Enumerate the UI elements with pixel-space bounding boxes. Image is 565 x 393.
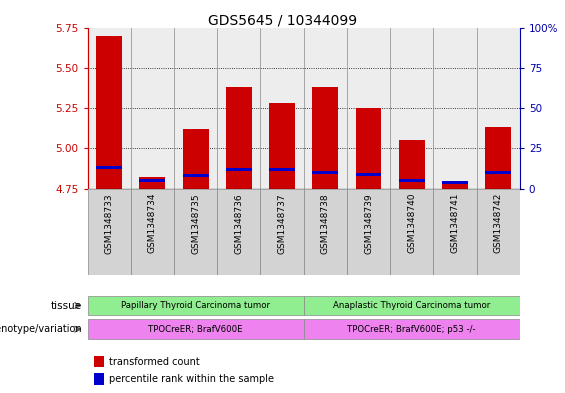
Text: GSM1348735: GSM1348735 [191, 193, 200, 253]
Bar [304, 28, 347, 189]
Text: Papillary Thyroid Carcinoma tumor: Papillary Thyroid Carcinoma tumor [121, 301, 270, 310]
Bar [304, 320, 520, 339]
Bar [355, 173, 381, 176]
Text: GSM1348742: GSM1348742 [494, 193, 503, 253]
Bar [96, 166, 122, 169]
Bar [182, 129, 208, 189]
Bar [269, 168, 295, 171]
Bar [174, 28, 217, 189]
Bar [477, 28, 520, 189]
Bar [304, 189, 347, 275]
Text: tissue: tissue [51, 301, 82, 310]
Bar [399, 179, 425, 182]
Bar [226, 168, 252, 171]
Text: genotype/variation: genotype/variation [0, 324, 82, 334]
Bar [140, 177, 166, 189]
Bar [174, 189, 217, 275]
Bar [96, 35, 122, 189]
Bar [433, 189, 477, 275]
Text: GSM1348733: GSM1348733 [105, 193, 114, 253]
Bar [312, 87, 338, 189]
Bar [94, 373, 104, 385]
Bar [88, 28, 131, 189]
Text: GSM1348739: GSM1348739 [364, 193, 373, 253]
Bar [260, 28, 304, 189]
Bar [218, 189, 260, 275]
Bar [399, 140, 425, 189]
Bar [94, 356, 104, 367]
Bar [312, 171, 338, 174]
Text: percentile rank within the sample: percentile rank within the sample [108, 374, 274, 384]
Bar [347, 28, 390, 189]
Bar [485, 127, 511, 189]
Bar [260, 189, 304, 275]
Text: GSM1348740: GSM1348740 [407, 193, 416, 253]
Bar [390, 28, 433, 189]
Bar [390, 189, 433, 275]
Text: TPOCreER; BrafV600E; p53 -/-: TPOCreER; BrafV600E; p53 -/- [347, 325, 476, 334]
Bar [347, 189, 390, 275]
Bar [269, 103, 295, 189]
Bar [304, 296, 520, 315]
Bar [131, 28, 174, 189]
Text: GSM1348738: GSM1348738 [321, 193, 330, 253]
Bar [477, 189, 520, 275]
Bar [88, 320, 304, 339]
Bar [182, 174, 208, 177]
Bar [140, 179, 166, 182]
Text: GSM1348737: GSM1348737 [277, 193, 286, 253]
Text: Anaplastic Thyroid Carcinoma tumor: Anaplastic Thyroid Carcinoma tumor [333, 301, 490, 310]
Text: GSM1348734: GSM1348734 [148, 193, 157, 253]
Bar [226, 87, 252, 189]
Bar [433, 28, 477, 189]
Text: transformed count: transformed count [108, 356, 199, 367]
Bar [218, 28, 260, 189]
Bar [88, 189, 131, 275]
Text: GDS5645 / 10344099: GDS5645 / 10344099 [208, 14, 357, 28]
Bar [485, 171, 511, 174]
Text: TPOCreER; BrafV600E: TPOCreER; BrafV600E [149, 325, 243, 334]
Text: GSM1348736: GSM1348736 [234, 193, 244, 253]
Text: GSM1348741: GSM1348741 [450, 193, 459, 253]
Bar [88, 296, 304, 315]
Bar [355, 108, 381, 189]
Bar [442, 181, 468, 184]
Bar [131, 189, 174, 275]
Bar [442, 181, 468, 189]
